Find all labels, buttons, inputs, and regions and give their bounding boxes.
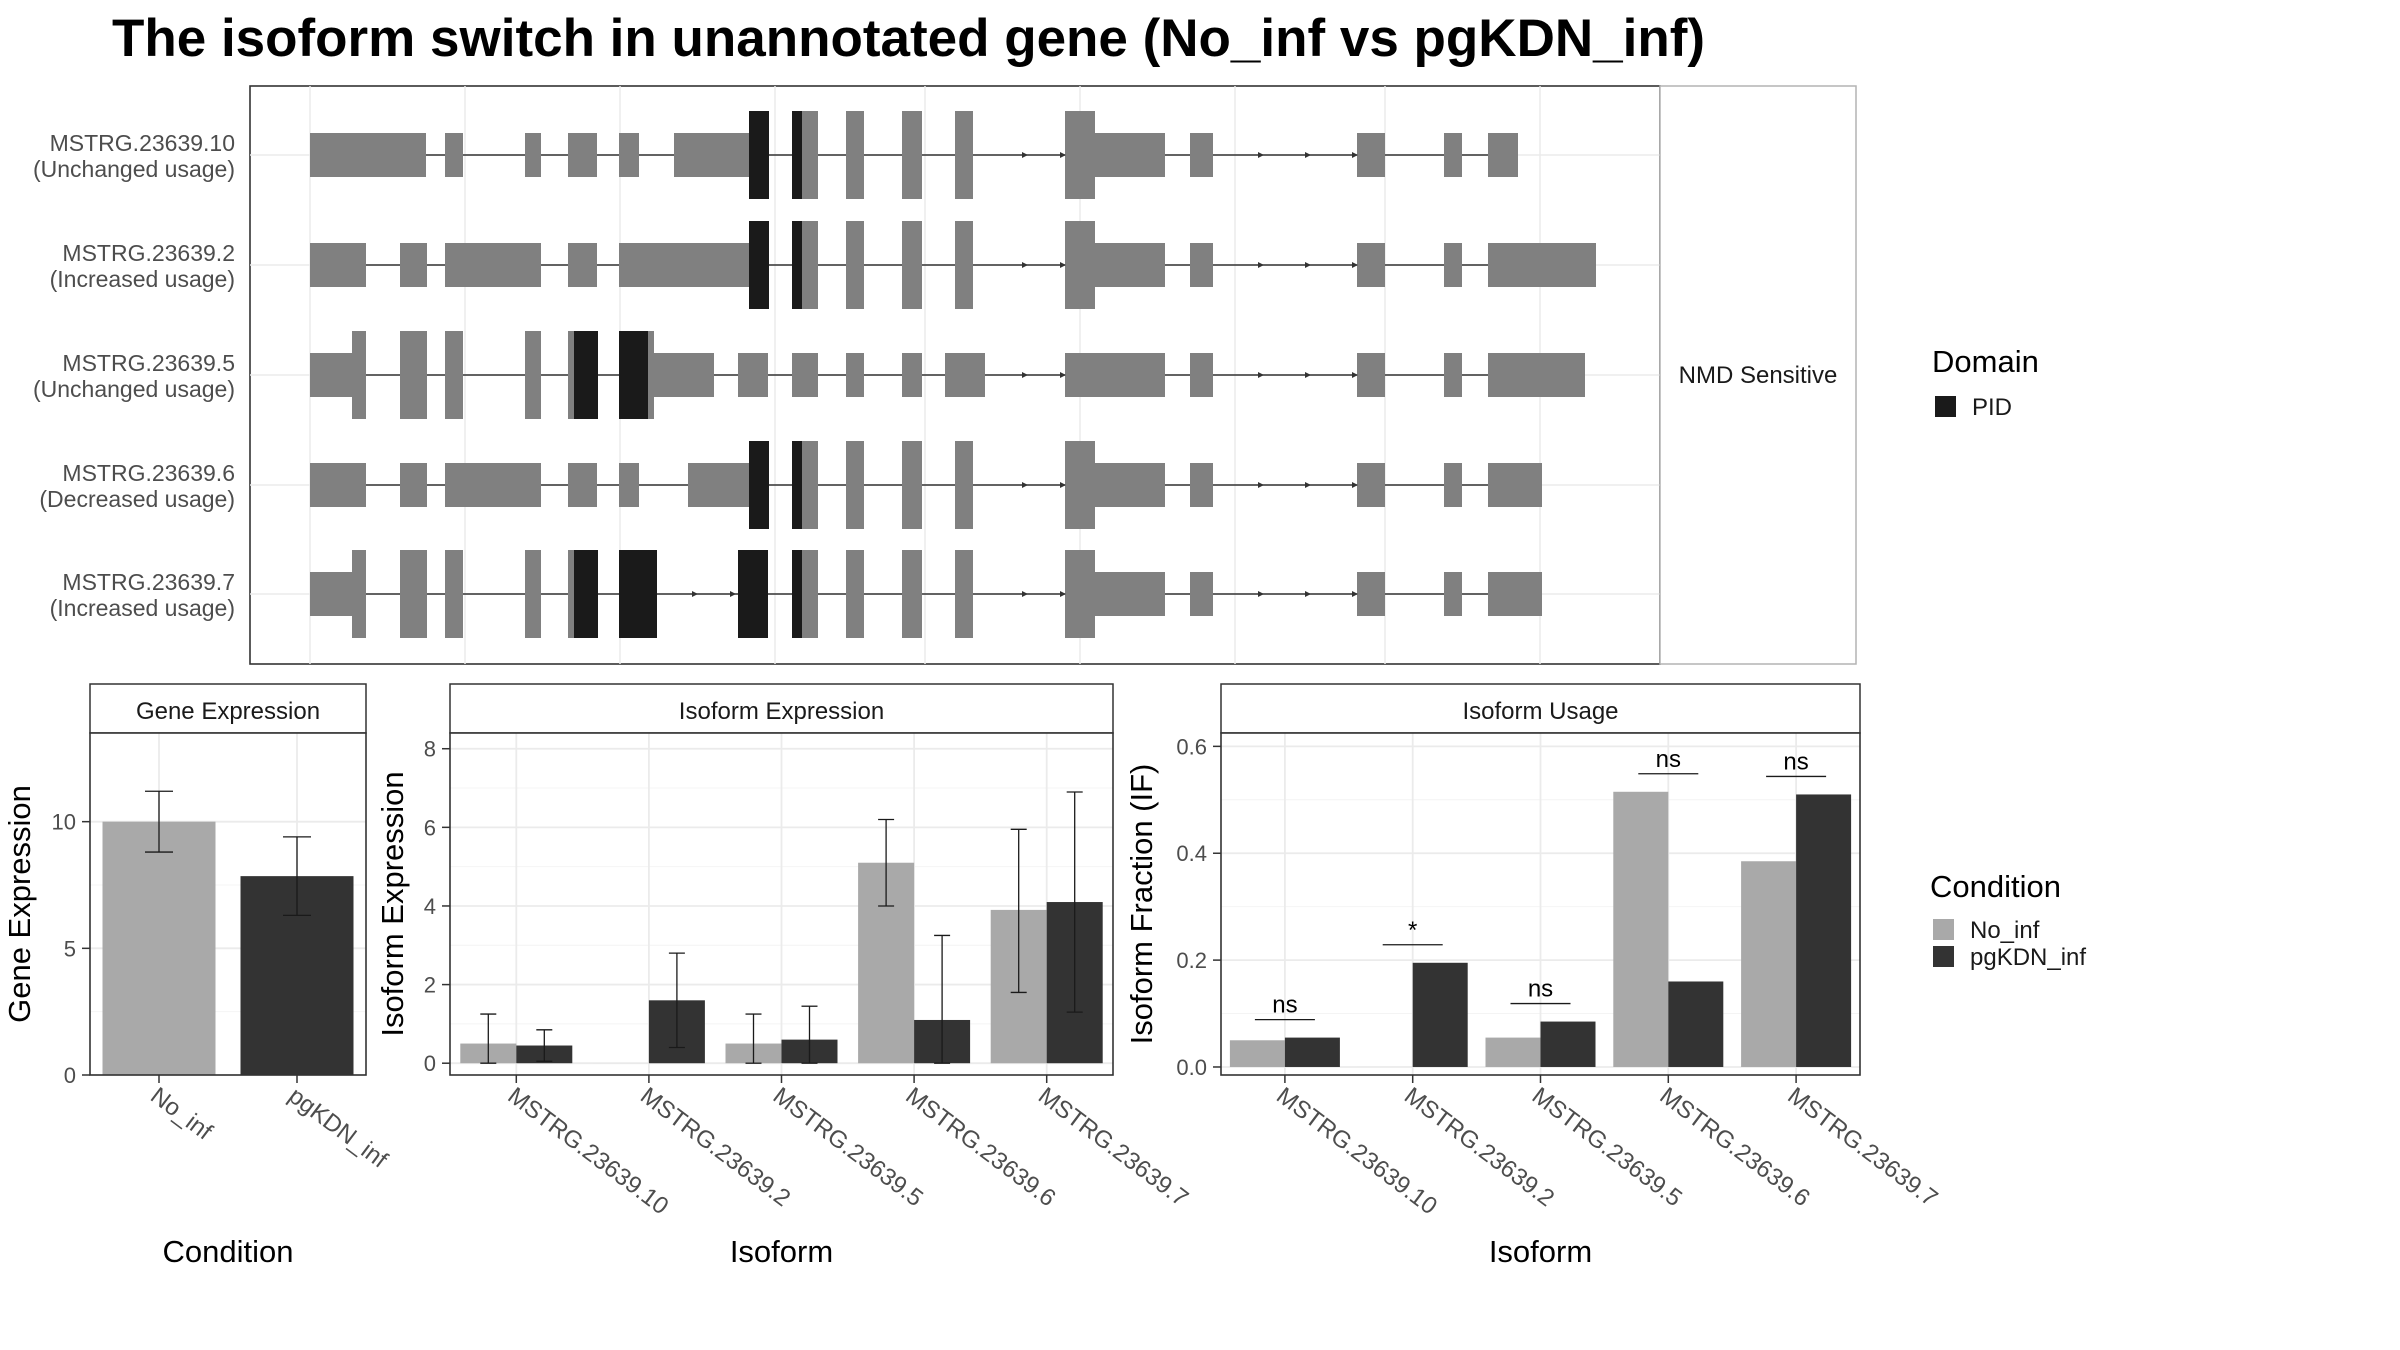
bar bbox=[1284, 1037, 1340, 1067]
bar bbox=[1796, 794, 1852, 1067]
bar bbox=[1668, 981, 1724, 1067]
chart-title: Gene Expression bbox=[136, 698, 320, 725]
y-tick-label: 0.4 bbox=[1176, 841, 1207, 866]
bar bbox=[1741, 861, 1797, 1067]
isoform-label-2-id: MSTRG.23639.2 bbox=[62, 240, 235, 266]
isoform-label-3-id: MSTRG.23639.5 bbox=[62, 350, 235, 376]
nmd-strip bbox=[1659, 85, 1857, 665]
structure-panel: MSTRG.23639.10 (Unchanged usage) MSTRG.2… bbox=[33, 85, 2039, 665]
x-axis-title: Isoform bbox=[1489, 1234, 1592, 1269]
condition-legend-swatch-pgkdn-inf bbox=[1933, 946, 1954, 967]
y-tick-label: 0.2 bbox=[1176, 948, 1207, 973]
significance-label: ns bbox=[1272, 992, 1297, 1019]
nmd-strip-label: NMD Sensitive bbox=[1679, 362, 1838, 389]
condition-legend-label-no-inf: No_inf bbox=[1970, 917, 2040, 944]
y-tick-label: 4 bbox=[424, 894, 436, 919]
bar bbox=[1412, 962, 1468, 1067]
significance-label: ns bbox=[1783, 748, 1808, 775]
condition-legend: Condition No_inf pgKDN_inf bbox=[1930, 869, 2086, 971]
y-axis-title: Isoform Expression bbox=[375, 771, 410, 1036]
isoform-label-5-id: MSTRG.23639.7 bbox=[62, 569, 235, 595]
chart-panel-1: Gene Expression 0 5 10 No_inf pgKDN_inf Condit… bbox=[2, 683, 393, 1269]
chart-layer: Gene Expression 0 5 10 No_inf pgKDN_inf Condit… bbox=[2, 683, 1943, 1269]
x-tick-label: No_inf bbox=[145, 1082, 217, 1146]
y-tick-label: 5 bbox=[64, 936, 76, 961]
isoform-track-1 bbox=[310, 111, 1518, 199]
isoform-track-2 bbox=[310, 221, 1596, 309]
condition-legend-swatch-no-inf bbox=[1933, 919, 1954, 940]
bar bbox=[1613, 791, 1669, 1067]
significance-label: * bbox=[1408, 917, 1417, 944]
isoform-label-1-usage: (Unchanged usage) bbox=[33, 156, 235, 182]
y-tick-label: 10 bbox=[52, 810, 76, 835]
isoform-label-5-usage: (Increased usage) bbox=[50, 595, 235, 621]
isoform-track-3 bbox=[310, 331, 1585, 419]
domain-legend-title: Domain bbox=[1932, 344, 2039, 379]
isoform-track-4 bbox=[310, 441, 1542, 529]
condition-legend-title: Condition bbox=[1930, 869, 2061, 904]
chart-title: Isoform Expression bbox=[679, 698, 884, 725]
chart-strip bbox=[1220, 683, 1861, 734]
bar bbox=[1229, 1040, 1285, 1067]
isoform-label-4-usage: (Decreased usage) bbox=[39, 486, 235, 512]
y-tick-label: 0 bbox=[424, 1051, 436, 1076]
y-axis-title: Isoform Fraction (IF) bbox=[1124, 764, 1159, 1045]
bar bbox=[1540, 1021, 1596, 1067]
y-tick-label: 8 bbox=[424, 737, 436, 762]
x-axis-title: Isoform bbox=[730, 1234, 833, 1269]
y-tick-label: 6 bbox=[424, 815, 436, 840]
chart-border bbox=[89, 732, 367, 1076]
y-tick-label: 0 bbox=[64, 1063, 76, 1088]
isoform-label-4-id: MSTRG.23639.6 bbox=[62, 460, 235, 486]
isoform-track-5 bbox=[310, 550, 1542, 638]
page-title: The isoform switch in unannotated gene (… bbox=[112, 9, 1706, 68]
bar bbox=[102, 821, 216, 1075]
y-tick-label: 0.0 bbox=[1176, 1055, 1207, 1080]
significance-label: ns bbox=[1528, 976, 1553, 1003]
domain-legend-label-pid: PID bbox=[1972, 394, 2012, 421]
isoform-label-2-usage: (Increased usage) bbox=[50, 266, 235, 292]
y-tick-label: 0.6 bbox=[1176, 734, 1207, 759]
isoform-labels: MSTRG.23639.10 (Unchanged usage) MSTRG.2… bbox=[33, 130, 235, 621]
isoform-label-1-id: MSTRG.23639.10 bbox=[50, 130, 235, 156]
x-axis-title: Condition bbox=[163, 1234, 294, 1269]
isoform-label-3-usage: (Unchanged usage) bbox=[33, 376, 235, 402]
condition-legend-label-pgkdn-inf: pgKDN_inf bbox=[1970, 944, 2086, 971]
significance-label: ns bbox=[1656, 746, 1681, 773]
x-tick-label: pgKDN_inf bbox=[283, 1082, 392, 1174]
bar bbox=[1485, 1037, 1541, 1067]
y-tick-label: 2 bbox=[424, 973, 436, 998]
y-axis-title: Gene Expression bbox=[2, 785, 37, 1023]
chart-panel-2: Isoform Expression02468MSTRG.23639.10MST… bbox=[375, 683, 1193, 1269]
chart-title: Isoform Usage bbox=[1462, 698, 1618, 725]
domain-legend-swatch-pid bbox=[1935, 396, 1956, 417]
